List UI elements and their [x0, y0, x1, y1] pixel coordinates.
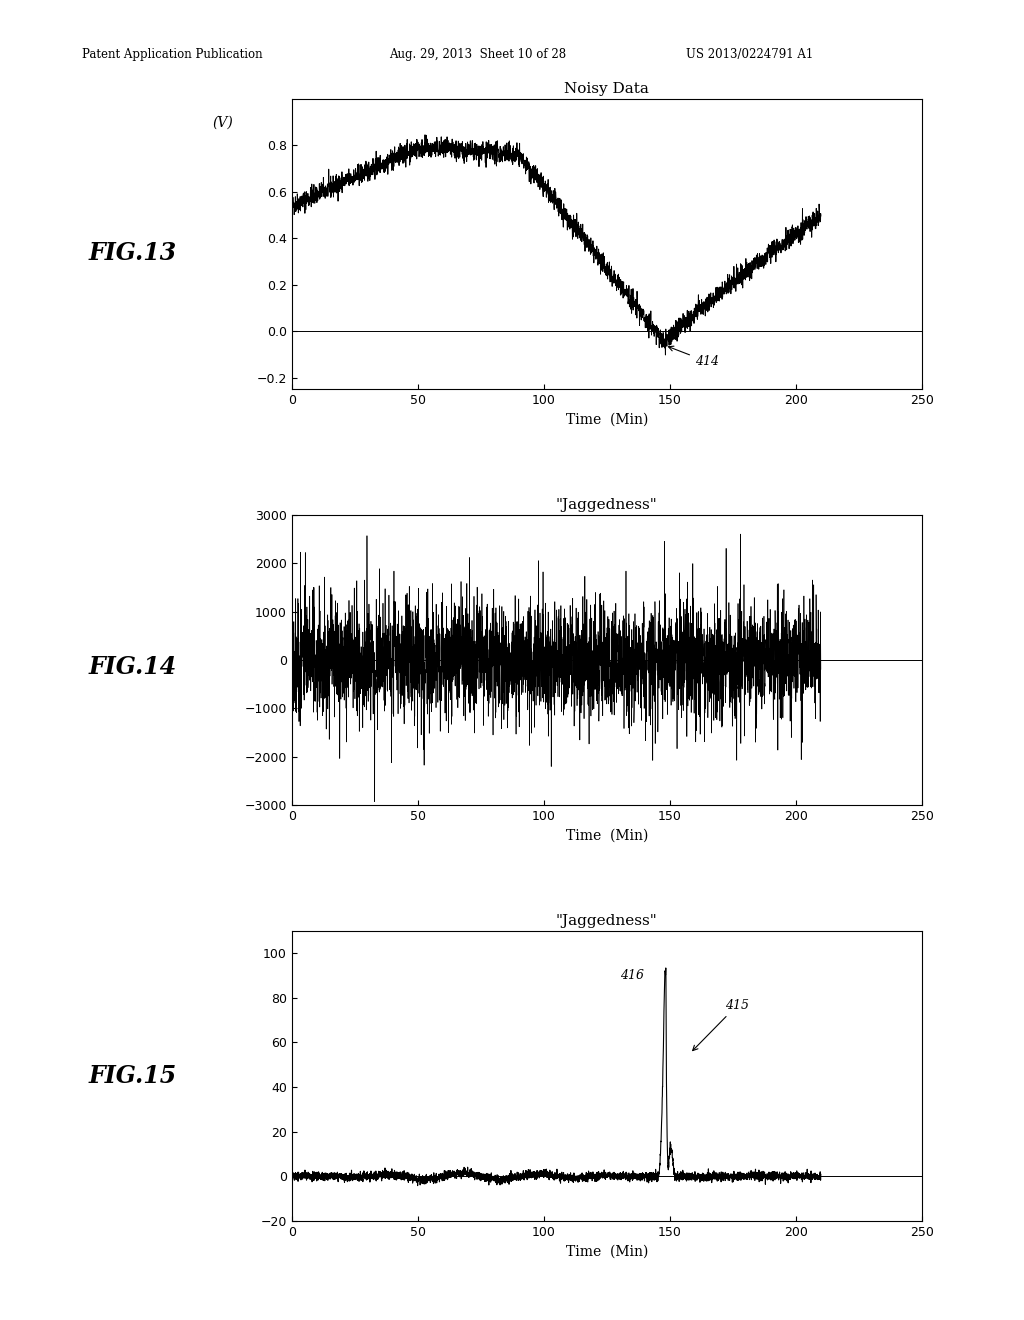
Text: FIG.13: FIG.13 — [89, 242, 177, 265]
Text: Patent Application Publication: Patent Application Publication — [82, 48, 262, 61]
Text: Aug. 29, 2013  Sheet 10 of 28: Aug. 29, 2013 Sheet 10 of 28 — [389, 48, 566, 61]
Text: 414: 414 — [669, 346, 719, 368]
Title: Noisy Data: Noisy Data — [564, 82, 649, 96]
X-axis label: Time  (Min): Time (Min) — [565, 413, 648, 426]
Title: "Jaggedness": "Jaggedness" — [556, 498, 657, 512]
Text: FIG.15: FIG.15 — [89, 1064, 177, 1088]
X-axis label: Time  (Min): Time (Min) — [565, 829, 648, 842]
Text: 416: 416 — [621, 969, 644, 982]
Text: FIG.14: FIG.14 — [89, 655, 177, 678]
Title: "Jaggedness": "Jaggedness" — [556, 913, 657, 928]
Text: (V): (V) — [212, 115, 232, 129]
Text: US 2013/0224791 A1: US 2013/0224791 A1 — [686, 48, 813, 61]
X-axis label: Time  (Min): Time (Min) — [565, 1245, 648, 1258]
Text: 415: 415 — [692, 999, 750, 1051]
